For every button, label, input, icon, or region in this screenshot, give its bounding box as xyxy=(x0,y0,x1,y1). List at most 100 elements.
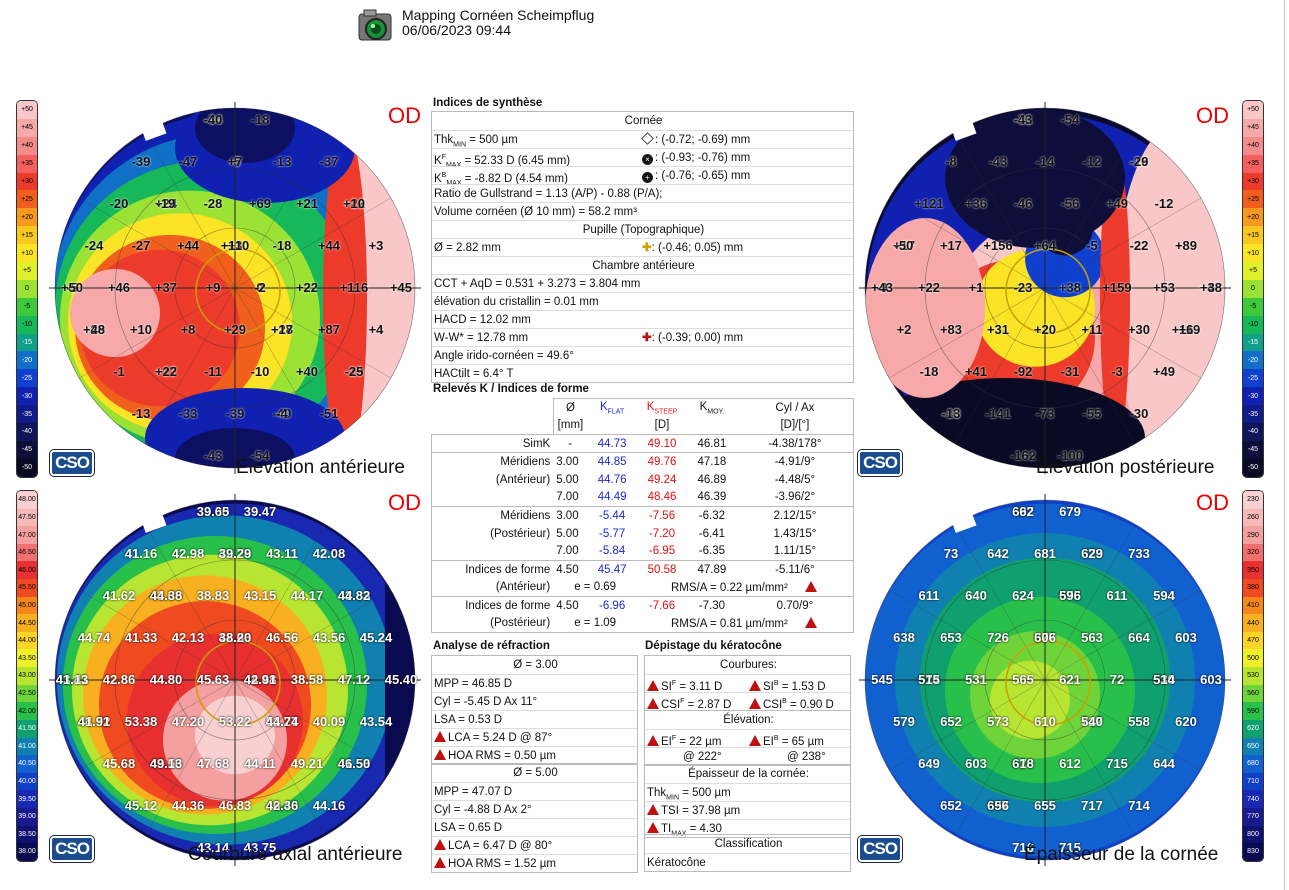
map-value-label: 73 xyxy=(943,546,959,561)
map-value-label: +83 xyxy=(939,322,963,337)
map-value-label: 612 xyxy=(1059,756,1081,771)
elevation-scale-left: +50 +45 +40 +35 +30 +25 +20 +15 +10 +5 0 -5 -10 -15 -2… xyxy=(16,100,38,478)
scale-step: 830 xyxy=(1243,843,1263,861)
map-title-br: Épaisseur de la cornée xyxy=(1024,844,1219,865)
scale-step: -20 xyxy=(1243,351,1263,370)
cso-logo: CSO xyxy=(857,835,903,863)
scale-step: 39.50 xyxy=(17,790,37,808)
map-value-label: 44.48 xyxy=(243,672,277,687)
scale-step: 500 xyxy=(1243,649,1263,668)
map-value-label: 664 xyxy=(1128,630,1150,645)
grid-spoke xyxy=(888,679,1046,771)
warning-icon xyxy=(805,580,818,592)
scale-step: -35 xyxy=(17,405,37,424)
map-value-label: +121 xyxy=(914,196,944,211)
map-region xyxy=(865,378,1145,468)
map-value-label: -30 xyxy=(1129,406,1149,421)
kmax-front-marker-icon: × xyxy=(642,154,653,165)
map-value-label: 44.74 xyxy=(265,714,299,729)
cyl-3mm: Cyl = -5.45 D Ax 11° xyxy=(432,692,637,710)
map-value-label: +38 xyxy=(1058,280,1082,295)
scale-step: +45 xyxy=(1243,118,1263,137)
ww-row: W-W* = 12.78 mm ✚: (-0.39; 0.00) mm xyxy=(432,328,853,346)
ww-marker-icon: ✚ xyxy=(642,332,652,344)
scale-step: +10 xyxy=(17,244,37,263)
scale-step: +25 xyxy=(1243,190,1263,209)
map-value-label: 43.41 xyxy=(55,672,89,687)
grid-spoke xyxy=(78,287,236,379)
map-value-label: 717 xyxy=(1081,714,1103,729)
map-value-label: 577 xyxy=(1034,630,1056,645)
map-value-label: 0 xyxy=(256,280,264,295)
map-value-label: +17 xyxy=(892,238,916,253)
summary-box: Cornée ThkMIN = 500 µm: (-0.72; -0.69) m… xyxy=(431,111,854,383)
si-row: SIF = 3.11 D SIB = 1.53 D xyxy=(645,674,850,693)
ti-row: TIMAX = 4.30 xyxy=(645,819,850,837)
summary-title: Indices de synthèse xyxy=(433,97,543,109)
map-value-label: -33 xyxy=(178,406,198,421)
map-value-label: +22 xyxy=(154,364,178,379)
pupil-marker-icon: ✚ xyxy=(642,242,652,254)
kmax-back-row: KBMAX = -8.82 D (4.54 mm) +: (-0.76; -0.6… xyxy=(432,166,853,187)
map-value-label: -13 xyxy=(941,406,961,421)
grid-spoke xyxy=(234,679,326,837)
scale-step: +30 xyxy=(17,172,37,191)
map-value-label: +24 xyxy=(154,196,178,211)
scale-step: 440 xyxy=(1243,614,1263,632)
map-value-label: -1 xyxy=(113,364,125,379)
map-value-label: 656 xyxy=(987,798,1009,813)
warning-icon xyxy=(434,839,446,850)
map-value-label: +2 xyxy=(896,322,912,337)
anterior-elevation-map[interactable]: -34 -40 -18 -39 -47 -5 +7 -13 -37 -20 +24 -19 -28 +69… xyxy=(42,96,428,480)
map-value-label: 611 xyxy=(918,588,940,603)
map-value-label: +11 xyxy=(1081,322,1103,337)
scale-step: -35 xyxy=(1243,405,1263,424)
map-value-label: 638 xyxy=(893,630,915,645)
posterior-elevation-map[interactable]: -31 -43 -54 -8 -43 -14 -12 -16 -29 +121 +36 -46 -56 +… xyxy=(852,96,1238,480)
warning-icon xyxy=(749,679,761,691)
map-value-label: -27 xyxy=(131,238,151,253)
map-value-label: +3 xyxy=(368,238,384,253)
map-value-label: 42.78 xyxy=(218,546,252,561)
map-value-label: 44.52 xyxy=(77,714,111,729)
map-value-label: -34 xyxy=(203,112,223,127)
grid-spoke xyxy=(234,523,326,681)
grid-spoke xyxy=(234,197,392,289)
map-value-label: 39.00 xyxy=(196,504,230,519)
map-value-label: -43 xyxy=(203,448,223,463)
ei-row: EIF = 22 µm EIB = 65 µm xyxy=(645,729,850,748)
map-value-label: -18 xyxy=(272,238,292,253)
map-value-label: +29 xyxy=(223,322,247,337)
map-value-label: 40.09 xyxy=(312,714,346,729)
scale-step: 42.00 xyxy=(17,702,37,720)
scale-step: -15 xyxy=(1243,333,1263,352)
grid-spoke xyxy=(144,679,236,837)
eye-label-tl: OD xyxy=(388,103,421,128)
cornea-header: Cornée xyxy=(624,115,663,127)
map-value-label: -31 xyxy=(1060,364,1080,379)
map-value-label: +6 xyxy=(1178,322,1194,337)
map-value-label: -23 xyxy=(1013,280,1033,295)
map-value-label: -3 xyxy=(1111,364,1123,379)
map-value-label: 596 xyxy=(1059,588,1081,603)
scale-step: 680 xyxy=(1243,755,1263,773)
refraction-3mm: Ø = 3.00 MPP = 46.85 D Cyl = -5.45 D Ax … xyxy=(431,655,638,765)
map-value-label: -12 xyxy=(1154,196,1174,211)
map-value-label: 43.15 xyxy=(243,588,277,603)
scale-step: 46.00 xyxy=(17,561,37,580)
map-value-label: 574 xyxy=(918,672,940,687)
corneal-thickness-map[interactable]: 697 662 679 73 642 681 673 629 733 611 640 624 675 59… xyxy=(852,488,1238,872)
scale-step: 42.50 xyxy=(17,684,37,703)
map-value-label: 515 xyxy=(918,672,940,687)
scale-step: -5 xyxy=(17,297,37,316)
map-value-label: -56 xyxy=(1060,196,1080,211)
anterior-axial-curvature-map[interactable]: 39.00 39.65 39.47 41.16 42.98 42.78 39.29 43.11… xyxy=(42,488,428,872)
map-value-label: -43 xyxy=(988,154,1008,169)
eye-label-tr: OD xyxy=(1196,103,1229,128)
scale-step: 620 xyxy=(1243,719,1263,738)
kc-thk-row: ThkMIN = 500 µm xyxy=(645,783,850,801)
scale-step: +30 xyxy=(1243,172,1263,191)
grid-spoke xyxy=(888,589,1046,681)
scale-step: 650 xyxy=(1243,737,1263,756)
scale-step: 38.50 xyxy=(17,825,37,844)
